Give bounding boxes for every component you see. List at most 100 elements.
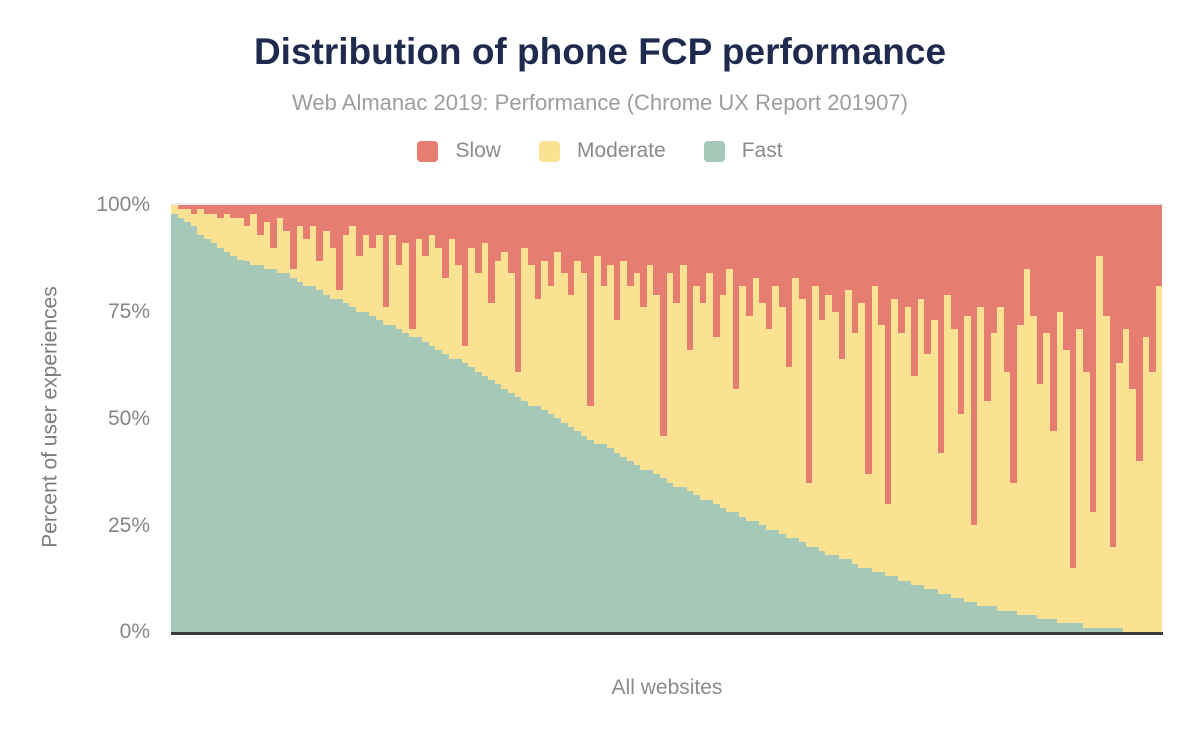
bar[interactable]	[580, 205, 588, 632]
bar[interactable]	[422, 205, 429, 632]
bar[interactable]	[270, 205, 277, 632]
bar[interactable]	[184, 205, 191, 632]
bar[interactable]	[488, 205, 495, 632]
bar[interactable]	[627, 205, 634, 632]
bar[interactable]	[204, 205, 211, 632]
bar[interactable]	[712, 205, 720, 632]
bar[interactable]	[613, 205, 621, 632]
bar[interactable]	[521, 205, 528, 632]
bar[interactable]	[864, 205, 872, 632]
bar[interactable]	[237, 205, 244, 632]
bar[interactable]	[1149, 205, 1156, 632]
bar[interactable]	[990, 205, 998, 632]
bar[interactable]	[250, 205, 257, 632]
bar[interactable]	[983, 205, 991, 632]
bar[interactable]	[719, 205, 727, 632]
bar[interactable]	[382, 205, 390, 632]
bar[interactable]	[970, 205, 978, 632]
bar[interactable]	[230, 205, 238, 632]
bar[interactable]	[547, 205, 555, 632]
bar[interactable]	[1036, 205, 1044, 632]
bar[interactable]	[845, 205, 852, 632]
bar[interactable]	[362, 205, 370, 632]
bar[interactable]	[336, 205, 343, 632]
bar[interactable]	[415, 205, 423, 632]
bar[interactable]	[1142, 205, 1150, 632]
bar[interactable]	[448, 205, 456, 632]
bar[interactable]	[924, 205, 932, 632]
bar[interactable]	[435, 205, 442, 632]
bar[interactable]	[534, 205, 542, 632]
bar[interactable]	[508, 205, 515, 632]
bar[interactable]	[567, 205, 575, 632]
bar[interactable]	[646, 205, 654, 632]
bar[interactable]	[818, 205, 826, 632]
bar[interactable]	[574, 205, 581, 632]
bar[interactable]	[1122, 205, 1130, 632]
bar[interactable]	[481, 205, 489, 632]
bar[interactable]	[1089, 205, 1097, 632]
bar[interactable]	[640, 205, 647, 632]
bar[interactable]	[1083, 205, 1090, 632]
bar[interactable]	[1063, 205, 1070, 632]
bar[interactable]	[765, 205, 773, 632]
bar[interactable]	[1109, 205, 1117, 632]
bar[interactable]	[316, 205, 324, 632]
bar[interactable]	[779, 205, 786, 632]
bar[interactable]	[607, 205, 614, 632]
bar[interactable]	[693, 205, 700, 632]
bar[interactable]	[1003, 205, 1011, 632]
bar[interactable]	[256, 205, 264, 632]
bar[interactable]	[812, 205, 819, 632]
bar[interactable]	[679, 205, 687, 632]
bar[interactable]	[997, 205, 1004, 632]
bar[interactable]	[1056, 205, 1064, 632]
bar[interactable]	[851, 205, 859, 632]
bar[interactable]	[904, 205, 912, 632]
bar[interactable]	[329, 205, 337, 632]
bar[interactable]	[408, 205, 416, 632]
bar[interactable]	[243, 205, 251, 632]
bar[interactable]	[964, 205, 971, 632]
bar[interactable]	[369, 205, 376, 632]
bar[interactable]	[514, 205, 522, 632]
bar[interactable]	[898, 205, 905, 632]
plot-area[interactable]	[171, 203, 1163, 635]
bar[interactable]	[831, 205, 839, 632]
bar[interactable]	[785, 205, 793, 632]
bar[interactable]	[752, 205, 760, 632]
bar[interactable]	[197, 205, 205, 632]
bar[interactable]	[699, 205, 707, 632]
bar[interactable]	[600, 205, 608, 632]
bar[interactable]	[554, 205, 561, 632]
bar[interactable]	[468, 205, 476, 632]
bar[interactable]	[1135, 205, 1143, 632]
bar[interactable]	[838, 205, 846, 632]
bar[interactable]	[217, 205, 224, 632]
bar[interactable]	[190, 205, 198, 632]
bar[interactable]	[1096, 205, 1103, 632]
bar[interactable]	[289, 205, 297, 632]
bar[interactable]	[878, 205, 885, 632]
bar[interactable]	[957, 205, 965, 632]
bar[interactable]	[620, 205, 628, 632]
bar[interactable]	[891, 205, 899, 632]
bar[interactable]	[673, 205, 680, 632]
bar[interactable]	[276, 205, 284, 632]
bar[interactable]	[1155, 205, 1163, 632]
bar[interactable]	[402, 205, 409, 632]
bar[interactable]	[1050, 205, 1057, 632]
bar[interactable]	[587, 205, 594, 632]
bar[interactable]	[739, 205, 747, 632]
bar[interactable]	[805, 205, 813, 632]
bar[interactable]	[911, 205, 918, 632]
bar[interactable]	[494, 205, 502, 632]
bar[interactable]	[726, 205, 733, 632]
bar[interactable]	[798, 205, 806, 632]
bar[interactable]	[666, 205, 674, 632]
bar[interactable]	[475, 205, 482, 632]
bar[interactable]	[1010, 205, 1017, 632]
bar[interactable]	[759, 205, 766, 632]
bar[interactable]	[917, 205, 925, 632]
bar[interactable]	[283, 205, 290, 632]
